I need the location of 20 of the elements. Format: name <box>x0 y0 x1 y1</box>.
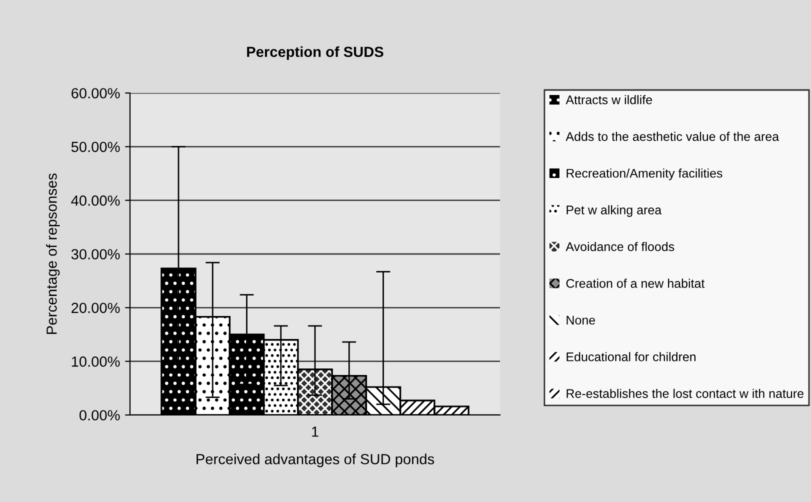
legend-label: Avoidance of floods <box>566 242 674 252</box>
y-tick-label: 60.00% <box>72 88 120 98</box>
legend-label: Attracts w ildlife <box>566 95 652 104</box>
y-tick-label: 40.00% <box>71 195 120 206</box>
y-tick-label: 50.00% <box>71 142 120 152</box>
legend-label: Re-establishes the lost contact w ith nature <box>566 388 804 398</box>
legend-label: None <box>566 316 596 325</box>
y-tick-label: 0.00% <box>80 410 120 420</box>
legend-label: Creation of a new habitat <box>566 278 705 288</box>
legend-label: Pet w alking area <box>566 205 662 217</box>
y-axis-title: Percentage of repsonses <box>46 173 60 334</box>
y-tick-label: 10.00% <box>72 356 120 367</box>
x-axis-title: Perceived advantages of SUD ponds <box>196 454 434 468</box>
legend-label: Recreation/Amenity facilities <box>566 168 722 180</box>
chart-title: Perception of SUDS <box>247 46 384 60</box>
legend-label: Adds to the aesthetic value of the area <box>566 132 780 141</box>
legend-label: Educational for children <box>566 352 696 362</box>
y-tick-label: 20.00% <box>72 302 120 314</box>
y-tick-label: 30.00% <box>71 249 120 260</box>
x-tick-label: 1 <box>312 426 318 437</box>
